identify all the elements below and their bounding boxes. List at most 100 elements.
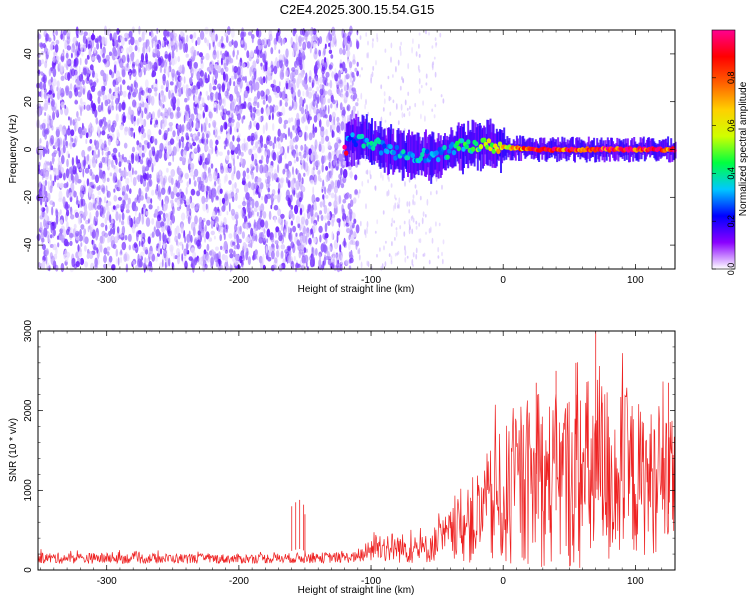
noise-speckle <box>329 41 332 50</box>
noise-speckle <box>85 139 88 144</box>
noise-speckle <box>300 182 303 191</box>
noise-speckle <box>317 174 321 182</box>
noise-speckle <box>75 155 79 165</box>
noise-speckle <box>404 99 407 106</box>
signal-core <box>451 150 457 156</box>
noise-speckle <box>260 219 265 228</box>
signal-halo <box>405 135 408 172</box>
noise-speckle <box>183 76 186 84</box>
noise-speckle <box>45 255 48 265</box>
noise-speckle <box>325 128 328 136</box>
noise-speckle <box>236 143 241 151</box>
noise-speckle <box>268 67 272 72</box>
noise-speckle <box>402 78 405 84</box>
noise-speckle <box>289 83 294 88</box>
noise-speckle <box>190 68 195 77</box>
noise-speckle <box>323 215 327 221</box>
noise-speckle <box>254 254 257 260</box>
noise-speckle <box>311 246 314 256</box>
noise-speckle <box>59 219 64 225</box>
noise-speckle <box>418 43 420 49</box>
noise-speckle <box>283 123 287 130</box>
noise-speckle <box>349 240 354 245</box>
noise-speckle <box>204 26 209 35</box>
noise-speckle <box>111 159 114 168</box>
noise-speckle <box>225 59 229 66</box>
noise-speckle <box>201 195 206 205</box>
noise-speckle <box>370 77 372 84</box>
noise-speckle <box>91 56 96 61</box>
noise-speckle <box>305 104 309 112</box>
noise-speckle <box>122 153 124 160</box>
noise-speckle <box>337 259 339 264</box>
noise-speckle <box>149 31 152 36</box>
noise-speckle <box>327 220 331 226</box>
noise-speckle <box>48 68 52 77</box>
noise-speckle <box>258 116 262 122</box>
noise-speckle <box>271 250 275 260</box>
signal-core <box>385 149 390 155</box>
noise-speckle <box>154 138 158 146</box>
noise-speckle <box>266 136 270 145</box>
signal-halo <box>423 131 426 177</box>
noise-speckle <box>408 177 411 183</box>
signal-halo <box>356 126 359 159</box>
noise-speckle <box>355 240 358 250</box>
signal-core <box>344 150 349 156</box>
noise-speckle <box>41 85 44 90</box>
noise-speckle <box>302 90 305 97</box>
noise-speckle <box>206 219 211 226</box>
noise-speckle <box>322 76 327 85</box>
noise-speckle <box>241 40 244 45</box>
noise-speckle <box>167 145 172 155</box>
noise-speckle <box>89 122 92 133</box>
noise-speckle <box>218 95 223 106</box>
noise-speckle <box>376 37 379 43</box>
noise-speckle <box>278 111 283 117</box>
noise-speckle <box>67 72 71 81</box>
noise-speckle <box>262 53 266 63</box>
noise-speckle <box>434 71 437 78</box>
noise-speckle <box>44 112 47 116</box>
noise-speckle <box>97 55 102 63</box>
noise-speckle <box>194 136 199 141</box>
noise-speckle <box>70 173 74 181</box>
noise-speckle <box>345 44 348 52</box>
noise-speckle <box>292 50 295 58</box>
noise-speckle <box>212 49 217 60</box>
noise-speckle <box>50 76 53 85</box>
noise-speckle <box>247 256 251 266</box>
noise-speckle <box>36 194 41 202</box>
noise-speckle <box>232 50 235 58</box>
noise-speckle <box>136 117 141 125</box>
signal-halo <box>518 144 520 161</box>
noise-speckle <box>388 95 391 102</box>
noise-speckle <box>88 201 93 211</box>
noise-speckle <box>243 183 249 193</box>
noise-speckle <box>265 245 268 254</box>
noise-speckle <box>406 107 409 111</box>
noise-speckle <box>144 166 150 172</box>
noise-speckle <box>201 171 206 181</box>
noise-speckle <box>407 91 410 97</box>
noise-speckle <box>200 57 203 64</box>
noise-speckle <box>96 247 99 254</box>
noise-speckle <box>135 154 138 162</box>
noise-speckle <box>47 37 52 42</box>
noise-speckle <box>143 30 148 35</box>
noise-speckle <box>268 210 272 220</box>
noise-speckle <box>295 135 299 142</box>
noise-speckle <box>326 207 330 217</box>
noise-speckle <box>163 253 167 259</box>
noise-speckle <box>334 193 337 202</box>
noise-speckle <box>36 233 41 242</box>
noise-speckle <box>323 204 328 215</box>
noise-speckle <box>295 168 298 175</box>
noise-speckle <box>314 248 318 256</box>
noise-speckle <box>42 74 47 84</box>
noise-speckle <box>73 63 77 68</box>
noise-speckle <box>228 233 233 239</box>
noise-speckle <box>56 182 60 188</box>
noise-speckle <box>169 81 174 86</box>
noise-speckle <box>348 251 351 257</box>
